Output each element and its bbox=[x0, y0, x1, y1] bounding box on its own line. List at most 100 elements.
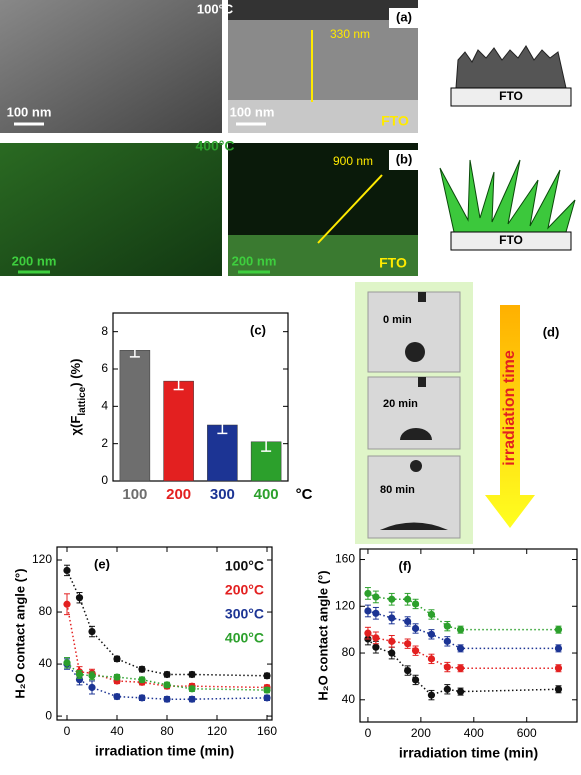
x-tick-label: 80 bbox=[160, 724, 174, 738]
data-point bbox=[88, 683, 96, 692]
data-point bbox=[443, 637, 451, 645]
thickness-label: 330 nm bbox=[330, 27, 370, 41]
data-point bbox=[443, 663, 451, 671]
sem-image bbox=[0, 0, 222, 133]
y-tick-label: 120 bbox=[335, 598, 355, 612]
droplet bbox=[410, 460, 422, 472]
data-point bbox=[188, 685, 196, 693]
y-tick-label: 160 bbox=[335, 552, 355, 566]
series-line bbox=[66, 663, 268, 700]
data-point bbox=[63, 600, 71, 608]
data-point bbox=[404, 617, 412, 626]
data-point bbox=[88, 627, 96, 636]
data-point bbox=[456, 644, 465, 652]
y-tick-label: 0 bbox=[101, 473, 108, 487]
y-tick-label: 120 bbox=[32, 552, 52, 566]
x-tick-label: 600 bbox=[517, 726, 537, 740]
legend-entry: 300°C bbox=[225, 606, 264, 622]
data-point bbox=[163, 670, 171, 679]
panel-tag: (f) bbox=[399, 558, 412, 573]
panel-tag: (a) bbox=[396, 9, 412, 24]
substrate-layer bbox=[228, 235, 418, 276]
data-point bbox=[388, 649, 396, 657]
y-axis-label-part: lattice bbox=[77, 386, 88, 415]
panel-tag: (e) bbox=[94, 556, 110, 571]
schematic-film bbox=[439, 159, 576, 233]
panel-tag: (d) bbox=[543, 324, 560, 339]
data-point bbox=[456, 688, 465, 696]
y-tick-label: 80 bbox=[39, 604, 53, 618]
scale-label: 100 nm bbox=[7, 104, 52, 119]
y-tick-label: 2 bbox=[101, 436, 108, 450]
y-tick-label: 8 bbox=[101, 324, 108, 338]
schematic-substrate bbox=[450, 87, 572, 107]
scale-label: 200 nm bbox=[12, 253, 57, 268]
y-tick-label: 40 bbox=[342, 692, 356, 706]
plot-frame bbox=[359, 548, 578, 723]
data-point bbox=[372, 609, 380, 617]
substrate-label: FTO bbox=[381, 113, 409, 129]
needle bbox=[418, 292, 426, 302]
data-point bbox=[554, 626, 563, 634]
x-tick-label: 400 bbox=[464, 726, 484, 740]
time-label: 0 min bbox=[383, 314, 412, 326]
data-point bbox=[113, 673, 121, 681]
droplet bbox=[380, 522, 448, 530]
data-point bbox=[443, 622, 451, 630]
data-point bbox=[75, 594, 84, 602]
bar bbox=[163, 380, 194, 482]
data-point bbox=[427, 655, 436, 663]
y-axis-label: χ(Flattice) (%) bbox=[68, 359, 88, 436]
data-point bbox=[404, 666, 412, 675]
data-point bbox=[138, 665, 146, 673]
data-point bbox=[364, 629, 372, 637]
x-axis-label: °C bbox=[296, 486, 313, 503]
x-tick-label: 200 bbox=[411, 726, 431, 740]
data-point bbox=[456, 664, 465, 672]
data-point bbox=[372, 593, 380, 601]
data-point bbox=[163, 681, 171, 689]
data-point bbox=[372, 643, 380, 651]
data-point bbox=[263, 686, 271, 694]
needle bbox=[418, 377, 426, 387]
x-tick-label: 160 bbox=[257, 724, 277, 738]
x-tick-label: 0 bbox=[64, 724, 71, 738]
x-axis-label: irradiation time (min) bbox=[399, 745, 538, 761]
data-point bbox=[456, 626, 465, 634]
y-tick-label: 80 bbox=[342, 645, 356, 659]
legend-entry: 200°C bbox=[225, 582, 264, 598]
data-point bbox=[388, 637, 396, 645]
data-point bbox=[113, 655, 121, 663]
data-point bbox=[554, 644, 563, 652]
temperature-label: 400°C bbox=[195, 138, 234, 154]
data-point bbox=[63, 566, 71, 575]
y-tick-label: 6 bbox=[101, 361, 108, 375]
tag-box bbox=[389, 8, 419, 28]
y-axis-label-part: χ(F bbox=[68, 416, 83, 436]
data-point bbox=[411, 676, 420, 684]
schematic-film bbox=[455, 45, 567, 89]
data-point bbox=[411, 647, 420, 655]
data-point bbox=[443, 685, 451, 693]
time-label: 20 min bbox=[383, 398, 418, 410]
legend-entry: 100°C bbox=[225, 558, 264, 574]
data-point bbox=[364, 589, 372, 598]
x-axis-label: irradiation time (min) bbox=[95, 743, 234, 759]
x-tick-label: 200 bbox=[166, 486, 191, 503]
panel-tag: (b) bbox=[396, 151, 413, 166]
x-tick-label: 100 bbox=[122, 486, 147, 503]
x-tick-label: 300 bbox=[210, 486, 235, 503]
data-point bbox=[388, 595, 396, 603]
data-point bbox=[88, 672, 96, 680]
thickness-arrow bbox=[317, 174, 383, 244]
substrate-label: FTO bbox=[379, 255, 407, 271]
time-label: 80 min bbox=[380, 484, 415, 496]
schematic-substrate bbox=[450, 231, 572, 251]
data-point bbox=[138, 694, 146, 702]
substrate-layer bbox=[228, 100, 418, 133]
bar bbox=[207, 424, 238, 482]
data-point bbox=[372, 634, 380, 642]
time-arrow bbox=[485, 305, 535, 528]
data-point bbox=[113, 692, 121, 701]
